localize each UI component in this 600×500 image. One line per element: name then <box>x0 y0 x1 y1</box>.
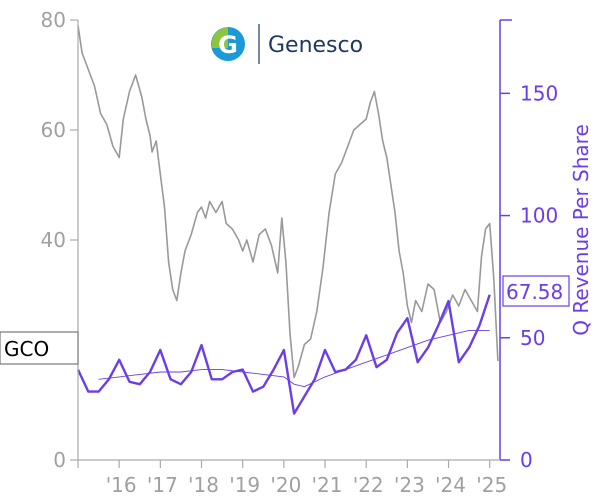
ticker-tag: GCO <box>0 331 79 365</box>
right-axis-tick-label: 50 <box>520 326 545 350</box>
last-revenue-tag-box <box>502 275 570 307</box>
x-axis-tick-label: '18 <box>188 473 219 497</box>
revenue-series-line <box>76 294 491 415</box>
x-axis-tick-label: '16 <box>106 473 137 497</box>
x-axis-tick-label: '21 <box>312 473 343 497</box>
x-axis-tick-label: '24 <box>435 473 466 497</box>
last-revenue-tag-label: 67.58 <box>506 280 563 304</box>
right-axis-tick-label: 0 <box>520 448 533 472</box>
x-axis-tick-label: '19 <box>229 473 260 497</box>
genesco-logo-leaf <box>211 27 228 48</box>
chart-series-layer <box>76 25 499 415</box>
x-axis-tick-label: '23 <box>394 473 425 497</box>
x-axis-tick-label: '17 <box>147 473 178 497</box>
x-axis-tick-label: '22 <box>353 473 384 497</box>
last-revenue-tag: 67.58 <box>502 275 570 307</box>
left-axis-tick-label: 0 <box>53 448 66 472</box>
left-axis-tick-label: 40 <box>41 228 66 252</box>
right-axis-tick-label: 150 <box>520 81 558 105</box>
right-axis-title: Q Revenue Per Share <box>569 124 593 336</box>
genesco-logo: G Genesco <box>211 24 363 64</box>
left-axis-tick-label: 60 <box>41 118 66 142</box>
left-axis-tick-label: 80 <box>41 8 66 32</box>
right-axis-tick-label: 100 <box>520 204 558 228</box>
price-series-line <box>77 25 499 379</box>
chart-axes: 0 40 60 80 0 50 100 150 Q Revenue Per Share '16 '1… <box>41 8 593 497</box>
revenue-trend-line <box>98 329 490 388</box>
genesco-logo-glyph: G <box>218 31 238 59</box>
x-axis-tick-label: '25 <box>476 473 507 497</box>
ticker-tag-box <box>0 331 79 365</box>
ticker-tag-label: GCO <box>4 337 49 361</box>
genesco-logo-text: Genesco <box>268 33 363 58</box>
x-axis-tick-label: '20 <box>270 473 301 497</box>
